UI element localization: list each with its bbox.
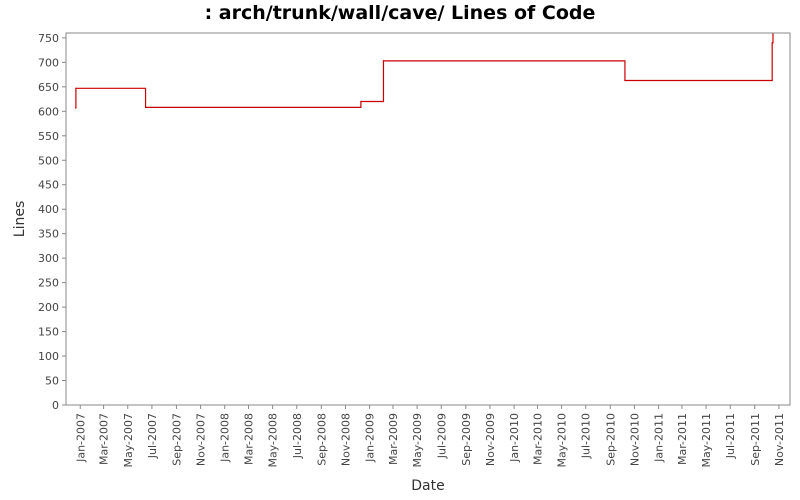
x-tick-label: May-2009 bbox=[411, 413, 424, 468]
x-tick-label: Jul-2009 bbox=[435, 413, 448, 459]
y-tick-label: 600 bbox=[38, 105, 59, 118]
x-tick-label: Jul-2007 bbox=[146, 413, 159, 459]
series-line-0 bbox=[75, 33, 774, 109]
x-tick-label: May-2008 bbox=[267, 413, 280, 468]
data-point bbox=[144, 106, 147, 108]
y-tick-label: 400 bbox=[38, 203, 59, 216]
x-tick-label: Sep-2009 bbox=[460, 413, 473, 466]
x-tick-label: Mar-2007 bbox=[98, 413, 111, 465]
chart-title: : arch/trunk/wall/cave/ Lines of Code bbox=[204, 2, 596, 24]
y-tick-label: 0 bbox=[52, 399, 59, 412]
y-axis-title: Lines bbox=[12, 201, 28, 237]
data-point bbox=[360, 100, 362, 103]
x-tick-label: Jan-2007 bbox=[74, 413, 87, 463]
y-tick-label: 250 bbox=[38, 277, 59, 290]
y-tick-label: 300 bbox=[38, 252, 59, 265]
data-point bbox=[382, 60, 385, 62]
y-tick-label: 650 bbox=[38, 81, 59, 94]
data-point bbox=[75, 87, 77, 89]
x-tick-label: Jan-2008 bbox=[219, 413, 232, 463]
x-tick-label: Jul-2011 bbox=[724, 413, 737, 459]
x-tick-label: Jul-2008 bbox=[291, 413, 304, 459]
y-tick-label: 500 bbox=[38, 154, 59, 167]
x-tick-label: May-2010 bbox=[556, 413, 569, 468]
y-tick-label: 700 bbox=[38, 56, 59, 69]
x-tick-label: Jul-2010 bbox=[580, 413, 593, 459]
y-tick-label: 750 bbox=[38, 32, 59, 45]
x-tick-label: May-2011 bbox=[700, 413, 713, 468]
x-axis: Jan-2007 Mar-2007 May-2007 Jul-2007 Sep-2007… bbox=[74, 405, 786, 468]
y-tick-label: 450 bbox=[38, 179, 59, 192]
x-tick-label: Jan-2010 bbox=[508, 413, 521, 463]
x-tick-label: Nov-2008 bbox=[339, 413, 352, 466]
y-tick-label: 150 bbox=[38, 326, 59, 339]
x-tick-label: Mar-2011 bbox=[676, 413, 689, 465]
x-tick-label: Mar-2008 bbox=[242, 413, 255, 465]
x-tick-label: Jan-2009 bbox=[364, 413, 377, 463]
y-axis: 0 50 100 150 200 250 300 350 400 450 500 550 600 650 7… bbox=[38, 32, 66, 412]
x-tick-label: Nov-2011 bbox=[773, 413, 786, 466]
data-point bbox=[624, 79, 626, 82]
x-tick-label: Mar-2009 bbox=[387, 413, 400, 465]
x-tick-label: Sep-2008 bbox=[315, 413, 328, 466]
y-tick-label: 50 bbox=[45, 375, 59, 388]
x-tick-label: Mar-2010 bbox=[531, 413, 544, 465]
x-tick-label: Nov-2007 bbox=[195, 413, 208, 466]
x-tick-label: Jan-2011 bbox=[653, 413, 666, 463]
data-point bbox=[771, 42, 773, 44]
x-tick-label: Sep-2007 bbox=[170, 413, 183, 466]
x-axis-title: Date bbox=[411, 478, 444, 494]
plot-area bbox=[65, 32, 791, 406]
y-tick-label: 100 bbox=[38, 350, 59, 363]
x-tick-label: May-2007 bbox=[122, 413, 135, 468]
x-tick-label: Sep-2010 bbox=[604, 413, 617, 466]
series-layer bbox=[74, 33, 774, 109]
x-tick-label: Nov-2010 bbox=[628, 413, 641, 466]
x-tick-label: Nov-2009 bbox=[484, 413, 497, 466]
y-tick-label: 200 bbox=[38, 301, 59, 314]
data-point bbox=[74, 107, 77, 109]
y-tick-label: 550 bbox=[38, 130, 59, 143]
y-tick-label: 350 bbox=[38, 228, 59, 241]
x-tick-label: Sep-2011 bbox=[749, 413, 762, 466]
data-point bbox=[772, 33, 774, 35]
